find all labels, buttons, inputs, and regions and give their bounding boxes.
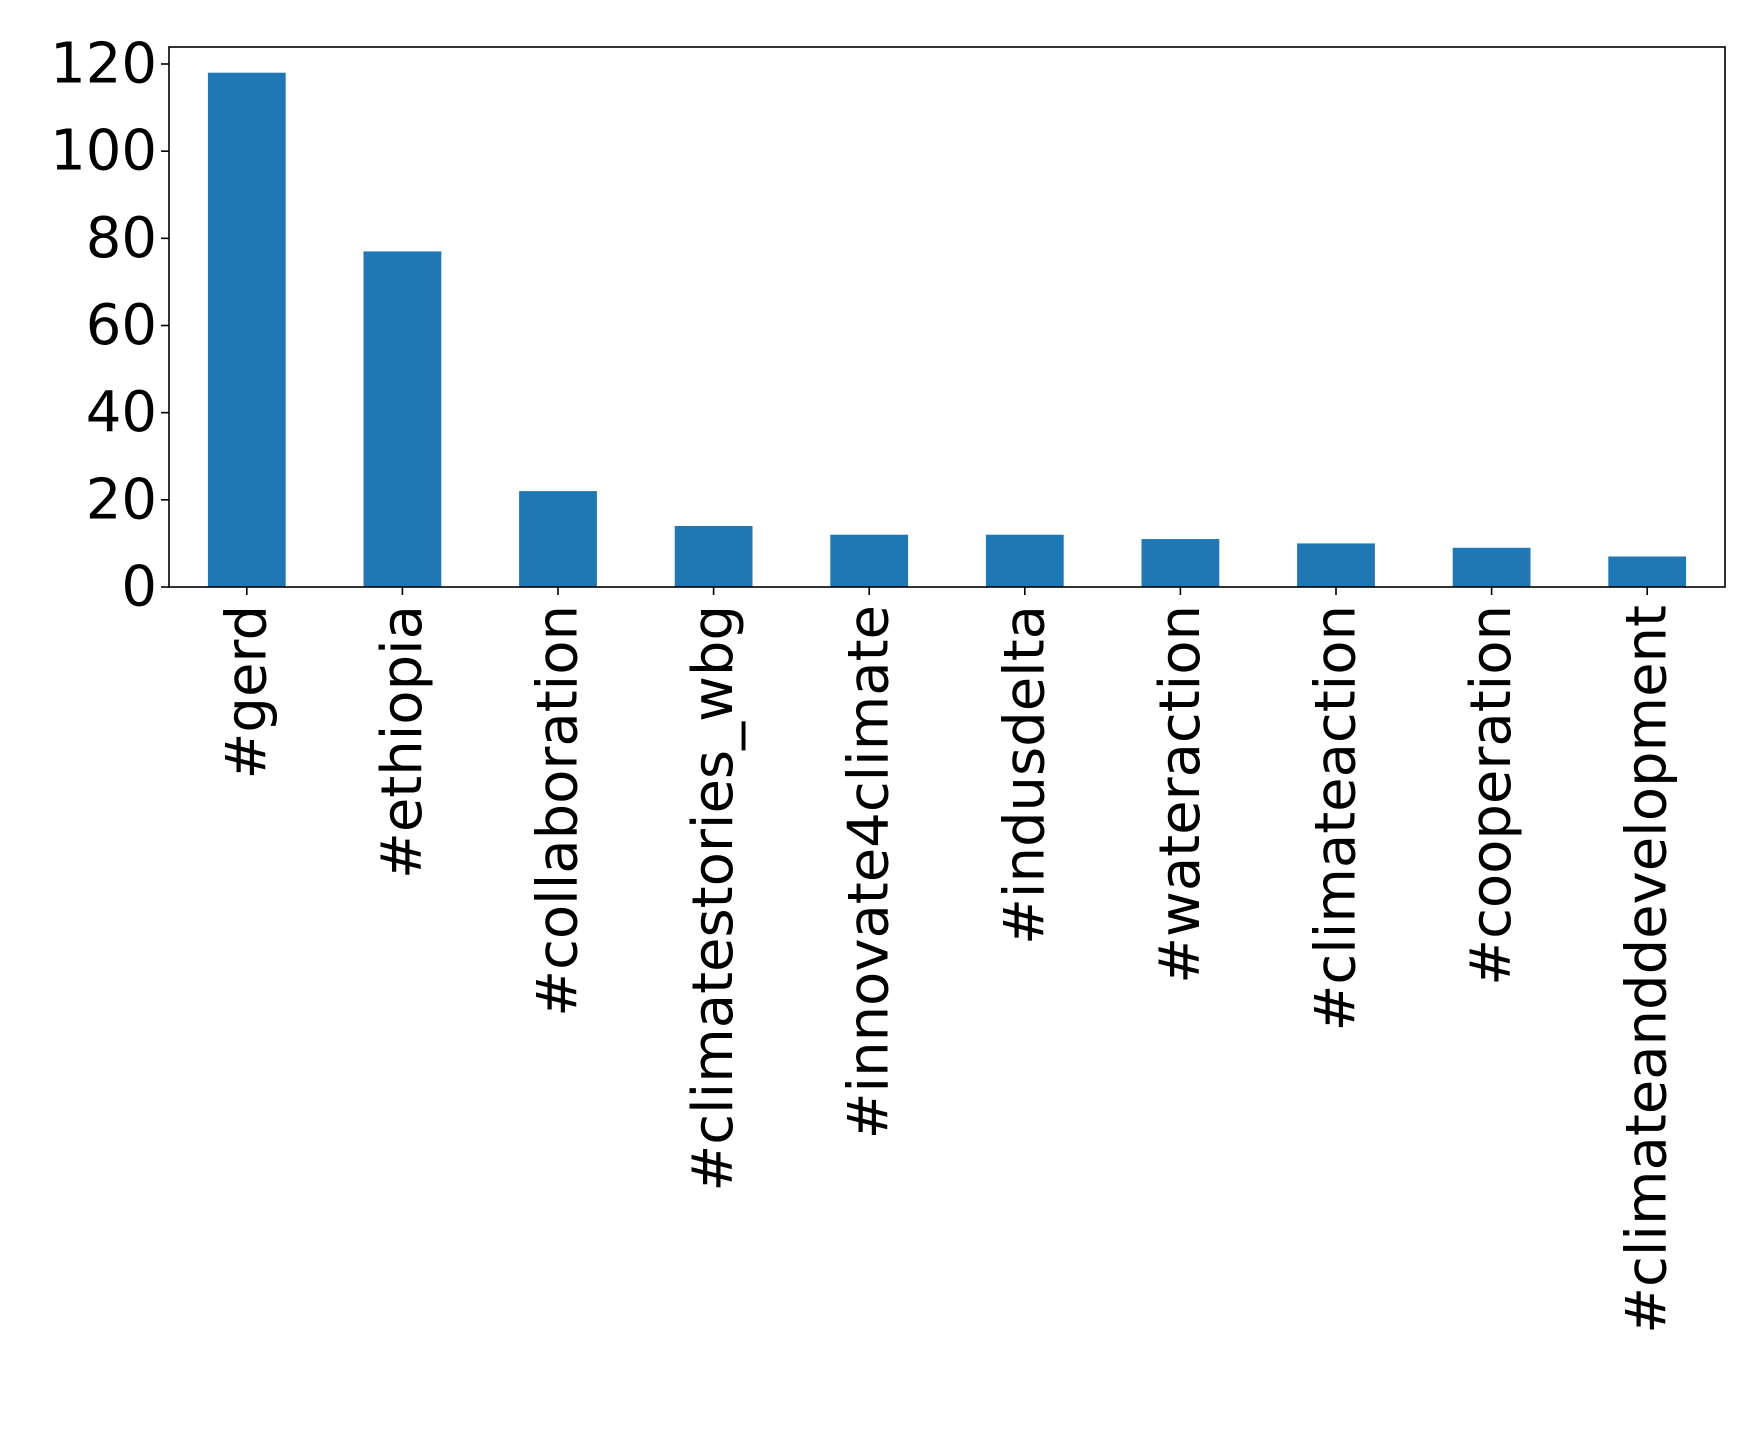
- x-tick-label-9: #climateanddevelopment: [1615, 605, 1680, 1334]
- bar-3: [674, 525, 753, 587]
- y-tick-label-1: 20: [86, 467, 157, 532]
- plot-frame: [168, 46, 1726, 588]
- bar-5: [985, 534, 1064, 587]
- x-tick-label-6: #wateraction: [1148, 605, 1213, 984]
- bar-6: [1141, 539, 1220, 587]
- y-tick-label-2: 40: [86, 380, 157, 445]
- bar-9: [1608, 556, 1687, 587]
- bar-4: [830, 534, 909, 587]
- x-tick-label-5: #indusdelta: [992, 605, 1057, 945]
- bar-2: [519, 491, 597, 587]
- bar-7: [1297, 543, 1375, 587]
- y-tick-label-4: 80: [86, 206, 157, 271]
- y-tick-label-6: 120: [50, 31, 157, 96]
- y-axis-ticks: 0 20 40 60 80 100 120: [50, 31, 169, 620]
- y-tick-label-5: 100: [50, 119, 157, 184]
- x-tick-label-3: #climatestories_wbg: [681, 605, 746, 1192]
- x-tick-label-1: #ethiopia: [370, 605, 435, 879]
- bar-8: [1452, 547, 1531, 587]
- x-tick-label-0: #gerd: [214, 605, 279, 780]
- bar-1: [363, 251, 442, 587]
- x-tick-label-8: #cooperation: [1459, 605, 1524, 986]
- y-tick-label-0: 0: [121, 555, 157, 620]
- bars-group: [207, 72, 1687, 587]
- x-tick-label-7: #climateaction: [1304, 605, 1369, 1031]
- y-tick-label-3: 60: [86, 293, 157, 358]
- bar-0: [207, 72, 286, 587]
- x-axis-ticks: #gerd #ethiopia #collaboration #climatestor…: [214, 587, 1680, 1334]
- x-tick-label-2: #collaboration: [526, 605, 591, 1017]
- x-tick-label-4: #innovate4climate: [837, 605, 902, 1139]
